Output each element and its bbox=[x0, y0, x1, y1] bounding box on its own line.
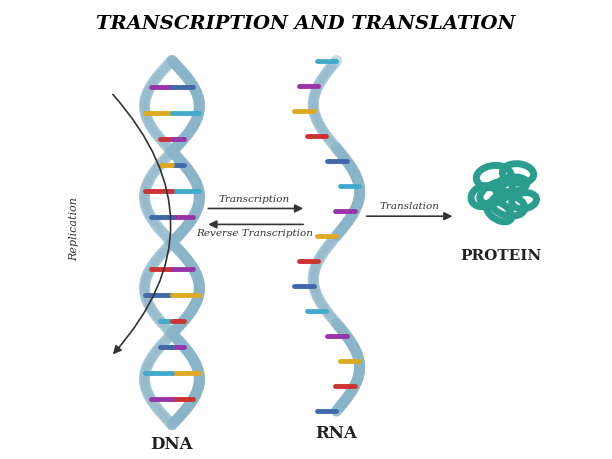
Text: DNA: DNA bbox=[151, 436, 193, 453]
Text: Replication: Replication bbox=[70, 197, 80, 261]
Text: Translation: Translation bbox=[379, 202, 439, 211]
Text: PROTEIN: PROTEIN bbox=[460, 249, 542, 263]
Text: TRANSCRIPTION AND TRANSLATION: TRANSCRIPTION AND TRANSLATION bbox=[96, 15, 516, 33]
FancyArrowPatch shape bbox=[113, 95, 171, 353]
Text: Reverse Transcription: Reverse Transcription bbox=[196, 229, 313, 238]
Text: RNA: RNA bbox=[316, 425, 357, 442]
Text: Transcription: Transcription bbox=[218, 195, 289, 204]
